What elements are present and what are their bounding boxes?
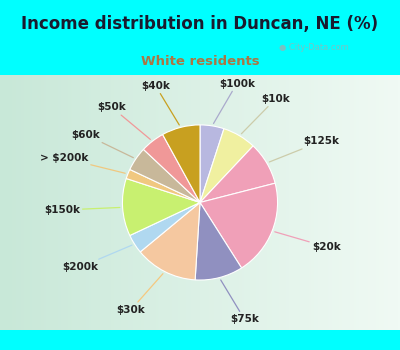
Wedge shape xyxy=(200,125,224,202)
Text: $50k: $50k xyxy=(98,102,150,139)
Wedge shape xyxy=(163,125,200,202)
Text: Income distribution in Duncan, NE (%): Income distribution in Duncan, NE (%) xyxy=(22,15,378,33)
Text: $150k: $150k xyxy=(44,205,120,215)
Wedge shape xyxy=(200,129,253,202)
Wedge shape xyxy=(130,202,200,252)
Text: $100k: $100k xyxy=(214,78,255,124)
Text: > $200k: > $200k xyxy=(40,153,125,173)
Wedge shape xyxy=(130,149,200,202)
Text: $40k: $40k xyxy=(141,81,179,125)
Text: $200k: $200k xyxy=(62,245,132,272)
Text: $30k: $30k xyxy=(116,274,163,315)
Text: $20k: $20k xyxy=(275,232,341,252)
Wedge shape xyxy=(200,146,275,202)
Wedge shape xyxy=(144,134,200,202)
Text: ● City-Data.com: ● City-Data.com xyxy=(278,43,348,52)
Wedge shape xyxy=(126,169,200,202)
Text: $125k: $125k xyxy=(269,136,340,162)
Text: $60k: $60k xyxy=(72,130,133,158)
Text: $10k: $10k xyxy=(242,94,290,134)
Wedge shape xyxy=(140,202,200,280)
Wedge shape xyxy=(200,183,278,268)
Wedge shape xyxy=(122,178,200,236)
Text: White residents: White residents xyxy=(141,55,259,68)
Wedge shape xyxy=(195,202,242,280)
Text: $75k: $75k xyxy=(221,280,259,324)
